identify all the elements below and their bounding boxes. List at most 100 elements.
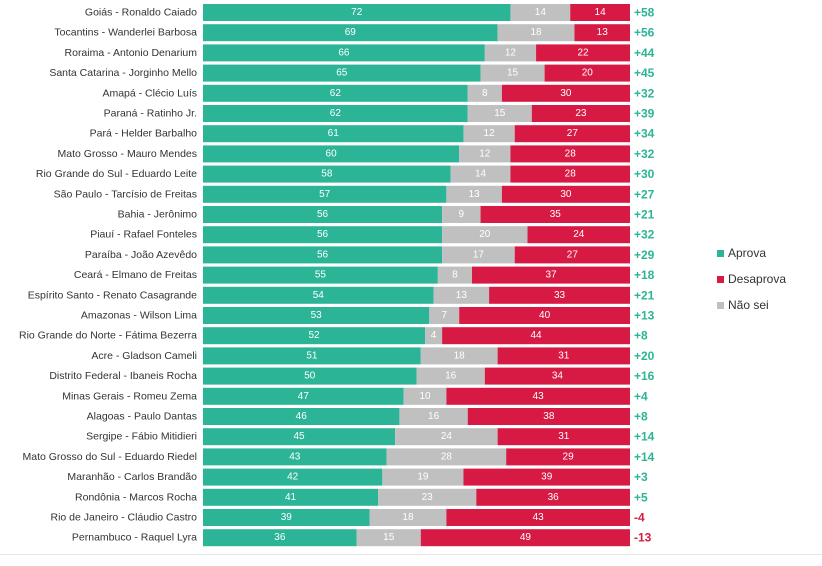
- data-label-n-o-sei: 10: [419, 391, 431, 402]
- category-label: Tocantins - Wanderlei Barbosa: [54, 27, 197, 39]
- data-label-n-o-sei: 18: [454, 350, 466, 361]
- net-approval-label: +18: [634, 268, 655, 282]
- legend-swatch-aprova: [717, 249, 724, 257]
- bar-aprova: [203, 488, 379, 506]
- data-label-aprova: 54: [313, 290, 325, 301]
- data-label-desaprova: 40: [539, 310, 551, 321]
- net-approval-label: +8: [634, 329, 648, 343]
- data-label-desaprova: 34: [552, 371, 564, 382]
- data-label-n-o-sei: 15: [494, 108, 506, 119]
- data-label-n-o-sei: 8: [452, 270, 458, 281]
- bar-desaprova: [544, 64, 630, 82]
- bottom-divider: [0, 554, 822, 555]
- data-label-n-o-sei: 24: [441, 431, 453, 442]
- data-label-n-o-sei: 12: [484, 128, 496, 139]
- data-label-n-o-sei: 19: [417, 472, 429, 483]
- data-label-n-o-sei: 14: [535, 7, 547, 18]
- net-approval-label: -4: [634, 511, 645, 525]
- net-approval-label: +39: [634, 107, 655, 121]
- data-label-desaprova: 44: [530, 330, 542, 341]
- chart-legend: Aprova Desaprova Não sei: [717, 240, 786, 318]
- bar-aprova: [203, 448, 387, 466]
- data-label-aprova: 39: [281, 512, 293, 523]
- bar-desaprova: [514, 125, 630, 143]
- data-label-desaprova: 20: [582, 68, 594, 79]
- bar-desaprova: [420, 529, 630, 547]
- data-label-aprova: 58: [321, 169, 333, 180]
- data-label-desaprova: 38: [543, 411, 555, 422]
- data-label-aprova: 61: [328, 128, 340, 139]
- data-label-desaprova: 49: [520, 532, 532, 543]
- bar-n-o-sei: [399, 408, 468, 425]
- category-label: Acre - Gladson Cameli: [91, 350, 197, 362]
- bar-n-o-sei: [425, 327, 443, 345]
- net-approval-label: +56: [634, 26, 655, 40]
- category-label: Pernambuco - Raquel Lyra: [72, 532, 197, 544]
- legend-swatch-desaprova: [717, 275, 724, 283]
- data-label-desaprova: 43: [533, 512, 545, 523]
- bar-desaprova: [574, 24, 630, 42]
- bar-desaprova: [467, 408, 630, 425]
- bar-desaprova: [531, 105, 630, 122]
- category-label: Bahia - Jerônimo: [118, 209, 198, 221]
- data-label-aprova: 60: [326, 148, 338, 159]
- bar-desaprova: [489, 286, 630, 304]
- data-label-desaprova: 37: [545, 270, 557, 281]
- net-approval-label: +45: [634, 66, 655, 80]
- net-approval-label: +20: [634, 349, 655, 363]
- data-label-desaprova: 27: [567, 249, 579, 260]
- bar-desaprova: [527, 226, 630, 244]
- data-label-n-o-sei: 20: [479, 229, 491, 240]
- data-label-desaprova: 23: [575, 108, 587, 119]
- data-label-aprova: 36: [274, 532, 286, 543]
- bar-n-o-sei: [433, 286, 490, 304]
- net-approval-label: +44: [634, 46, 655, 60]
- category-label: Sergipe - Fábio Mitidieri: [86, 431, 197, 443]
- data-label-aprova: 51: [306, 350, 318, 361]
- category-label: Roraima - Antonio Denarium: [65, 47, 198, 59]
- category-label: Maranhão - Carlos Brandão: [67, 471, 197, 483]
- bar-n-o-sei: [510, 4, 571, 21]
- category-label: Ceará - Elmano de Freitas: [74, 269, 197, 281]
- data-label-n-o-sei: 23: [422, 492, 434, 503]
- bar-desaprova: [501, 185, 630, 203]
- net-approval-label: +30: [634, 167, 655, 181]
- bar-aprova: [203, 307, 430, 324]
- data-label-n-o-sei: 18: [530, 27, 542, 38]
- data-label-n-o-sei: 15: [507, 68, 519, 79]
- data-label-n-o-sei: 16: [445, 371, 457, 382]
- bar-desaprova: [472, 266, 630, 284]
- data-label-desaprova: 36: [548, 492, 560, 503]
- bar-n-o-sei: [395, 428, 498, 446]
- data-label-aprova: 55: [315, 270, 327, 281]
- legend-item-nao-sei: Não sei: [717, 292, 786, 318]
- bar-n-o-sei: [442, 246, 515, 264]
- category-label: Piauí - Rafael Fonteles: [90, 229, 197, 241]
- bar-aprova: [203, 226, 443, 244]
- category-label: Goiás - Ronaldo Caiado: [85, 7, 197, 19]
- data-label-aprova: 56: [317, 209, 329, 220]
- net-approval-label: +34: [634, 127, 655, 141]
- bar-desaprova: [442, 327, 630, 345]
- category-label: São Paulo - Tarcísio de Freitas: [54, 188, 197, 200]
- data-label-aprova: 57: [319, 189, 331, 200]
- bar-n-o-sei: [463, 125, 515, 143]
- bar-n-o-sei: [416, 367, 485, 385]
- bar-n-o-sei: [378, 488, 477, 506]
- data-label-aprova: 69: [345, 27, 357, 38]
- bar-aprova: [203, 408, 400, 425]
- net-approval-label: +16: [634, 369, 655, 383]
- net-approval-label: +21: [634, 288, 655, 302]
- bar-aprova: [203, 44, 485, 62]
- bar-desaprova: [497, 428, 630, 446]
- data-label-n-o-sei: 12: [505, 47, 517, 58]
- data-label-desaprova: 39: [541, 472, 553, 483]
- category-label: Alagoas - Paulo Dantas: [87, 411, 197, 423]
- category-label: Paraíba - João Azevêdo: [85, 249, 197, 261]
- data-label-desaprova: 14: [595, 7, 607, 18]
- bar-aprova: [203, 105, 468, 122]
- bar-aprova: [203, 145, 460, 163]
- bar-desaprova: [506, 448, 630, 466]
- data-label-aprova: 72: [351, 7, 363, 18]
- bar-desaprova: [459, 307, 630, 324]
